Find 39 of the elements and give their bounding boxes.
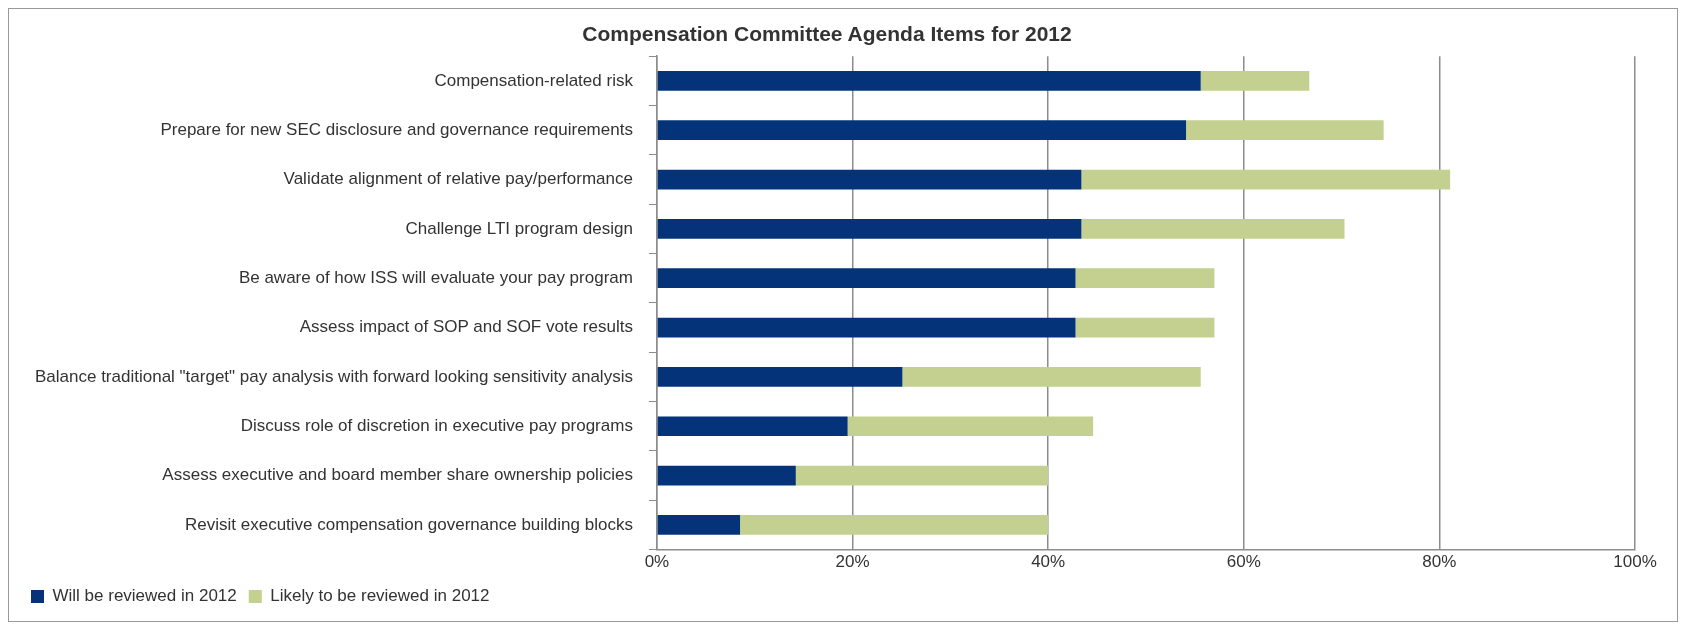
bar	[657, 416, 848, 437]
bar	[657, 317, 1076, 338]
legend-label: Will be reviewed in 2012	[52, 586, 237, 606]
bar	[1200, 71, 1310, 91]
bar	[1081, 219, 1345, 239]
y-tick-label: Validate alignment of relative pay/performance	[283, 169, 633, 189]
bar	[795, 465, 1049, 486]
bar	[657, 219, 1082, 239]
y-tick-label: Assess executive and board member share ownership policies	[162, 465, 633, 485]
y-tick-label: Compensation-related risk	[434, 70, 634, 90]
bar	[1081, 169, 1451, 190]
bar	[847, 416, 1094, 437]
bar	[657, 169, 1082, 190]
bar	[657, 515, 741, 535]
bar	[740, 515, 1049, 535]
legend-label: Likely to be reviewed in 2012	[270, 586, 490, 606]
bar	[902, 367, 1201, 387]
bar	[1075, 317, 1215, 338]
bar	[657, 71, 1201, 91]
x-tick-label: 100%	[1613, 552, 1657, 572]
y-tick-label: Discuss role of discretion in executive pay programs	[240, 415, 633, 435]
bar	[657, 120, 1187, 141]
y-tick-label: Prepare for new SEC disclosure and governance requirements	[160, 119, 633, 139]
y-tick-label: Be aware of how ISS will evaluate your pay program	[238, 267, 633, 287]
bar	[1186, 120, 1384, 141]
x-tick-label: 40%	[1031, 552, 1066, 572]
bar	[657, 268, 1076, 289]
bar	[657, 367, 903, 387]
x-tick-label: 20%	[835, 552, 870, 572]
x-tick-label: 80%	[1422, 552, 1457, 572]
y-tick-label: Challenge LTI program design	[405, 218, 633, 238]
bar	[657, 465, 796, 486]
x-tick-label: 0%	[644, 552, 670, 572]
y-tick-label: Assess impact of SOP and SOF vote results	[299, 317, 633, 337]
bar	[1075, 268, 1215, 289]
y-tick-label: Balance traditional "target" pay analysis with forward looking sensitivity analysis	[34, 366, 633, 386]
chart-title: Compensation Committee Agenda Items for 2012	[582, 22, 1072, 46]
y-tick-label: Revisit executive compensation governance building blocks	[184, 514, 633, 534]
x-tick-label: 60%	[1226, 552, 1261, 572]
